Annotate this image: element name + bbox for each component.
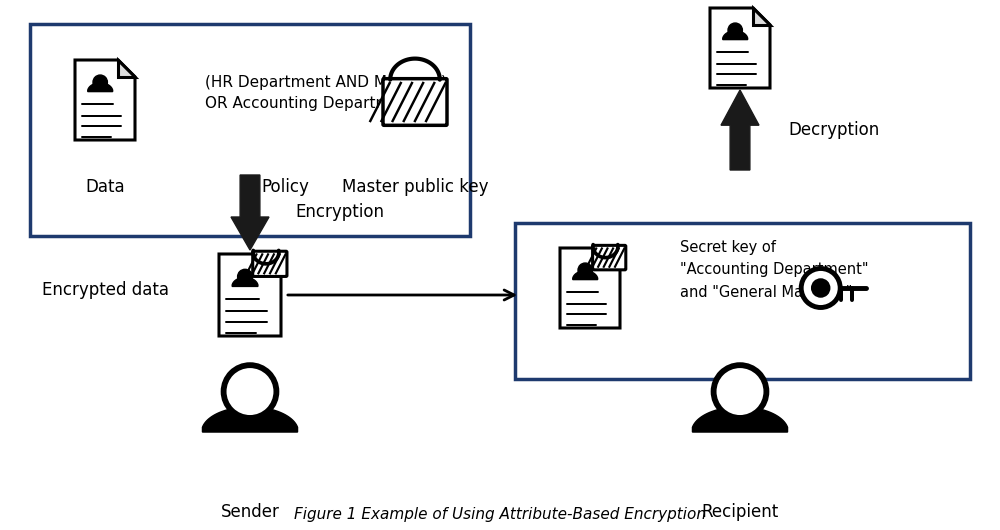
Polygon shape [603,248,620,265]
Circle shape [93,75,107,90]
Circle shape [238,269,252,284]
FancyBboxPatch shape [593,245,626,270]
Polygon shape [692,407,788,432]
FancyBboxPatch shape [515,223,970,379]
Circle shape [714,365,766,418]
Circle shape [578,263,592,277]
Text: Decryption: Decryption [788,121,879,139]
FancyBboxPatch shape [30,24,470,236]
Polygon shape [573,271,598,280]
Polygon shape [231,175,269,250]
Text: Secret key of
"Accounting Department"
and "General Manager": Secret key of "Accounting Department" an… [680,240,868,299]
Polygon shape [88,83,113,92]
Polygon shape [202,407,298,432]
Circle shape [811,278,830,298]
Polygon shape [710,8,770,88]
Polygon shape [118,60,135,77]
Polygon shape [721,90,759,170]
Circle shape [224,365,276,418]
Text: (HR Department AND Manager)
OR Accounting Department: (HR Department AND Manager) OR Accountin… [205,75,447,111]
Text: Master public key: Master public key [342,178,488,196]
Text: Figure 1 Example of Using Attribute-Based Encryption: Figure 1 Example of Using Attribute-Base… [294,507,706,522]
Polygon shape [264,254,281,271]
Polygon shape [75,60,135,140]
Text: Policy: Policy [261,178,309,196]
Polygon shape [753,8,770,25]
Text: Data: Data [85,178,125,196]
Polygon shape [723,31,748,40]
Polygon shape [232,277,258,286]
Text: Encrypted data: Encrypted data [42,281,168,299]
FancyBboxPatch shape [253,251,287,277]
Circle shape [728,23,742,38]
Text: Recipient: Recipient [701,503,779,521]
Polygon shape [219,254,281,336]
Circle shape [801,269,840,307]
Text: Sender: Sender [221,503,279,521]
Polygon shape [560,248,620,328]
Text: Encryption: Encryption [295,203,384,221]
FancyBboxPatch shape [383,78,447,125]
